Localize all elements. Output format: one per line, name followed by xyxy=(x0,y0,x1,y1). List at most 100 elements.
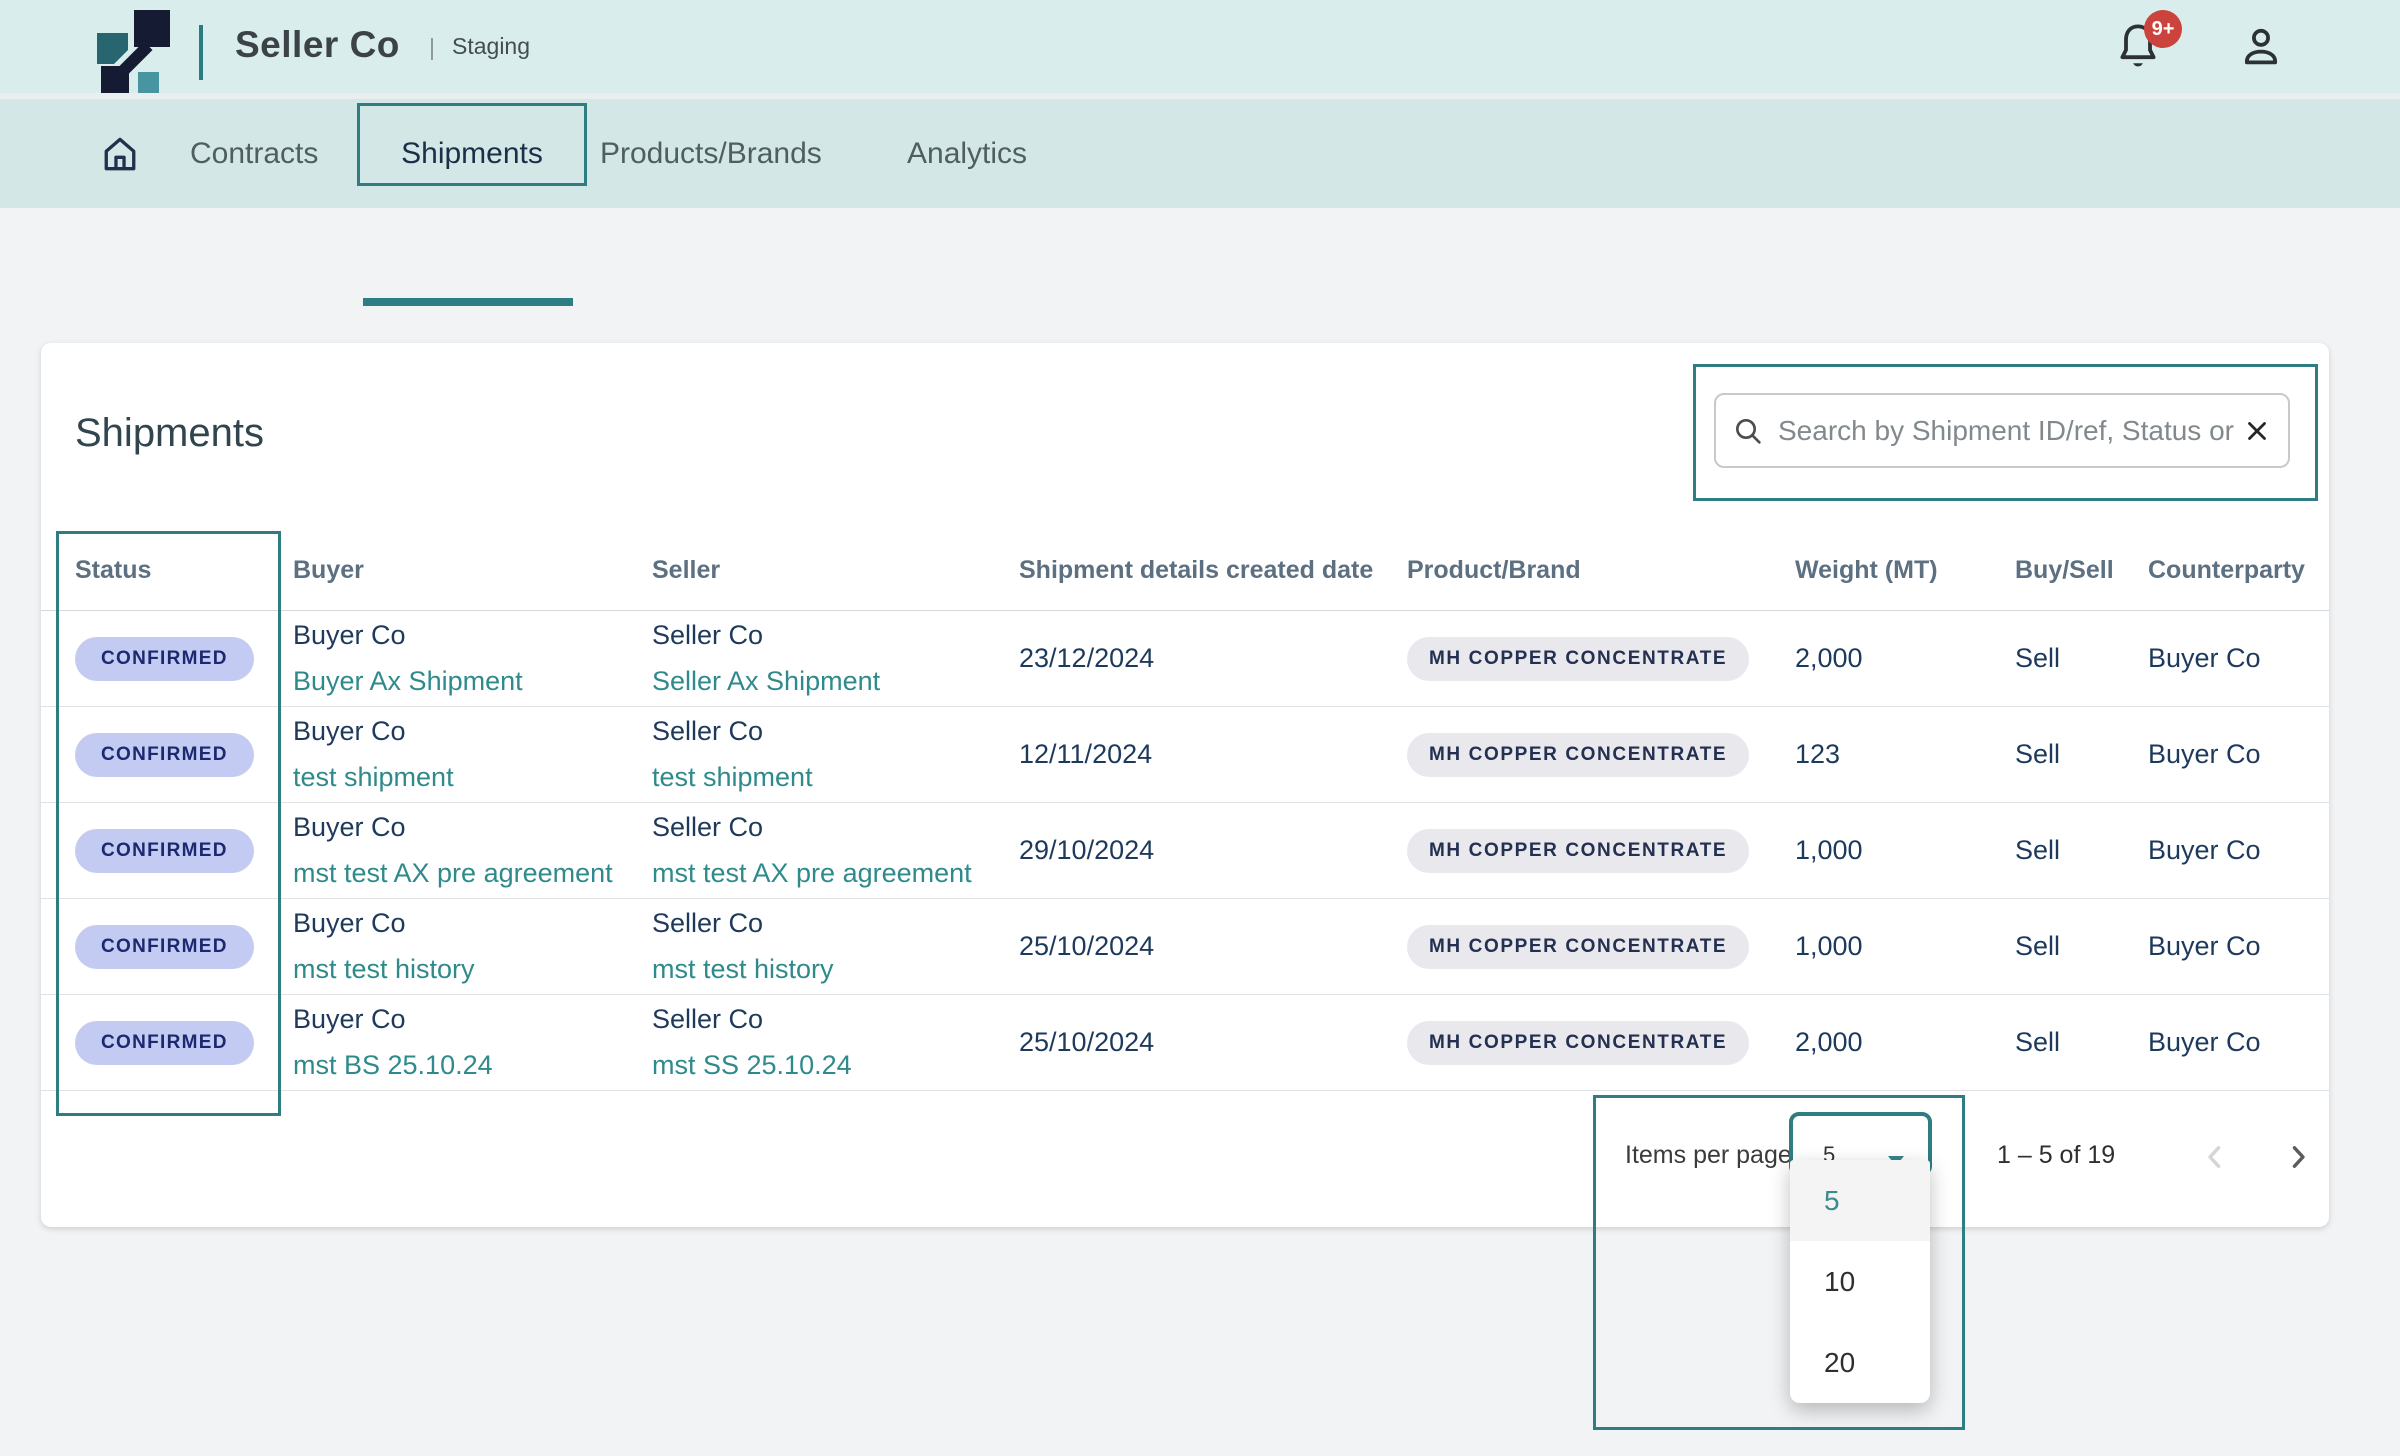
column-header-counterparty: Counterparty xyxy=(2148,556,2305,584)
logo-square-dark xyxy=(134,10,170,47)
table-row: CONFIRMED Buyer Co test shipment Seller … xyxy=(41,707,2329,803)
product-cell: MH COPPER CONCENTRATE xyxy=(1407,995,1795,1090)
buy-sell-cell: Sell xyxy=(2015,1027,2061,1057)
home-icon xyxy=(104,137,136,170)
product-chip: MH COPPER CONCENTRATE xyxy=(1407,636,1750,681)
weight-cell: 2,000 xyxy=(1795,1027,1863,1057)
seller-name: Seller Co xyxy=(652,908,764,938)
brand-separator: | xyxy=(429,34,435,60)
shipments-table: Status Buyer Seller Shipment details cre… xyxy=(41,531,2329,1091)
status-cell: CONFIRMED xyxy=(41,611,293,706)
buyer-shipment-link[interactable]: Buyer Ax Shipment xyxy=(293,666,523,696)
created-date-cell: 29/10/2024 xyxy=(1019,835,1155,865)
table-paginator: Items per page: 5 5 10 20 1 – 5 of 19 xyxy=(41,1091,2329,1403)
table-row: CONFIRMED Buyer Co mst test history Sell… xyxy=(41,899,2329,995)
buyer-shipment-link[interactable]: mst test AX pre agreement xyxy=(293,858,613,888)
buyer-shipment-link[interactable]: mst BS 25.10.24 xyxy=(293,1050,493,1080)
counterparty-cell: Buyer Co xyxy=(2148,1027,2261,1057)
chevron-left-icon xyxy=(2208,1146,2221,1168)
seller-shipment-link[interactable]: mst SS 25.10.24 xyxy=(652,1050,852,1080)
buyer-name: Buyer Co xyxy=(293,812,406,842)
seller-shipment-link[interactable]: mst test history xyxy=(652,954,834,984)
nav-tab-products-brands[interactable]: Products/Brands xyxy=(600,136,822,170)
created-date-cell: 25/10/2024 xyxy=(1019,931,1155,961)
status-cell: CONFIRMED xyxy=(41,995,293,1090)
weight-cell: 123 xyxy=(1795,739,1841,769)
notification-badge: 9+ xyxy=(2144,10,2182,48)
nav-home-button[interactable] xyxy=(98,99,142,208)
status-badge: CONFIRMED xyxy=(75,636,254,681)
seller-shipment-link[interactable]: test shipment xyxy=(652,762,813,792)
company-logo-icon xyxy=(97,10,171,95)
counterparty-cell: Buyer Co xyxy=(2148,739,2261,769)
column-header-weight: Weight (MT) xyxy=(1795,556,1938,584)
shipments-search-field[interactable] xyxy=(1714,393,2290,468)
counterparty-cell: Buyer Co xyxy=(2148,931,2261,961)
seller-cell: Seller Co mst test AX pre agreement xyxy=(652,803,1019,898)
seller-shipment-link[interactable]: Seller Ax Shipment xyxy=(652,666,881,696)
buy-sell-cell: Sell xyxy=(2015,739,2061,769)
nav-tab-contracts[interactable]: Contracts xyxy=(190,136,319,170)
buy-sell-cell: Sell xyxy=(2015,931,2061,961)
notifications-button[interactable]: 9+ xyxy=(2112,10,2192,86)
status-badge: CONFIRMED xyxy=(75,924,254,969)
seller-shipment-link[interactable]: mst test AX pre agreement xyxy=(652,858,972,888)
next-page-button[interactable] xyxy=(2276,1135,2320,1179)
product-chip: MH COPPER CONCENTRATE xyxy=(1407,924,1750,969)
buyer-shipment-link[interactable]: mst test history xyxy=(293,954,475,984)
buyer-name: Buyer Co xyxy=(293,620,406,650)
buyer-cell: Buyer Co Buyer Ax Shipment xyxy=(293,611,652,706)
search-input[interactable] xyxy=(1778,414,2242,447)
seller-cell: Seller Co Seller Ax Shipment xyxy=(652,611,1019,706)
user-icon xyxy=(2244,28,2278,65)
status-cell: CONFIRMED xyxy=(41,899,293,994)
column-header-product-brand: Product/Brand xyxy=(1407,556,1581,584)
column-header-status: Status xyxy=(75,556,152,584)
status-cell: CONFIRMED xyxy=(41,707,293,802)
environment-label: Staging xyxy=(452,33,531,59)
column-header-created-date: Shipment details created date xyxy=(1019,556,1374,584)
product-chip: MH COPPER CONCENTRATE xyxy=(1407,732,1750,777)
product-chip: MH COPPER CONCENTRATE xyxy=(1407,828,1750,873)
clear-search-icon[interactable] xyxy=(2242,416,2272,446)
logo-square-teal-small xyxy=(138,72,159,95)
weight-cell: 2,000 xyxy=(1795,643,1863,673)
column-header-buy-sell: Buy/Sell xyxy=(2015,556,2114,584)
buyer-cell: Buyer Co test shipment xyxy=(293,707,652,802)
column-header-seller: Seller xyxy=(652,556,721,584)
product-cell: MH COPPER CONCENTRATE xyxy=(1407,707,1795,802)
nav-tab-shipments[interactable]: Shipments xyxy=(401,136,543,170)
page-size-option-5[interactable]: 5 xyxy=(1790,1160,1930,1241)
app-header: Seller Co | Staging 9+ xyxy=(0,0,2400,95)
page-size-option-10[interactable]: 10 xyxy=(1790,1241,1930,1322)
buyer-cell: Buyer Co mst test history xyxy=(293,899,652,994)
buy-sell-cell: Sell xyxy=(2015,643,2061,673)
seller-name: Seller Co xyxy=(652,620,764,650)
buyer-cell: Buyer Co mst BS 25.10.24 xyxy=(293,995,652,1090)
created-date-cell: 12/11/2024 xyxy=(1019,739,1153,769)
status-badge: CONFIRMED xyxy=(75,1020,254,1065)
seller-name: Seller Co xyxy=(652,812,764,842)
nav-tab-analytics[interactable]: Analytics xyxy=(907,136,1028,170)
page-range-label: 1 – 5 of 19 xyxy=(1997,1141,2116,1169)
weight-cell: 1,000 xyxy=(1795,835,1863,865)
previous-page-button[interactable] xyxy=(2193,1135,2237,1179)
table-row: CONFIRMED Buyer Co Buyer Ax Shipment Sel… xyxy=(41,611,2329,707)
status-badge: CONFIRMED xyxy=(75,732,254,777)
created-date-cell: 23/12/2024 xyxy=(1019,643,1155,673)
buyer-shipment-link[interactable]: test shipment xyxy=(293,762,454,792)
table-row: CONFIRMED Buyer Co mst test AX pre agree… xyxy=(41,803,2329,899)
logo-square-dark-small xyxy=(101,66,129,94)
seller-cell: Seller Co mst SS 25.10.24 xyxy=(652,995,1019,1090)
product-chip: MH COPPER CONCENTRATE xyxy=(1407,1020,1750,1065)
account-button[interactable] xyxy=(2236,22,2286,72)
page-size-option-20[interactable]: 20 xyxy=(1790,1322,1930,1403)
seller-cell: Seller Co mst test history xyxy=(652,899,1019,994)
seller-name: Seller Co xyxy=(652,716,764,746)
items-per-page-label: Items per page: xyxy=(1625,1141,1799,1169)
logo-square-teal xyxy=(97,33,128,64)
status-cell: CONFIRMED xyxy=(41,803,293,898)
header-divider xyxy=(0,93,2400,99)
search-icon xyxy=(1736,418,1761,444)
column-header-buyer: Buyer xyxy=(293,556,364,584)
